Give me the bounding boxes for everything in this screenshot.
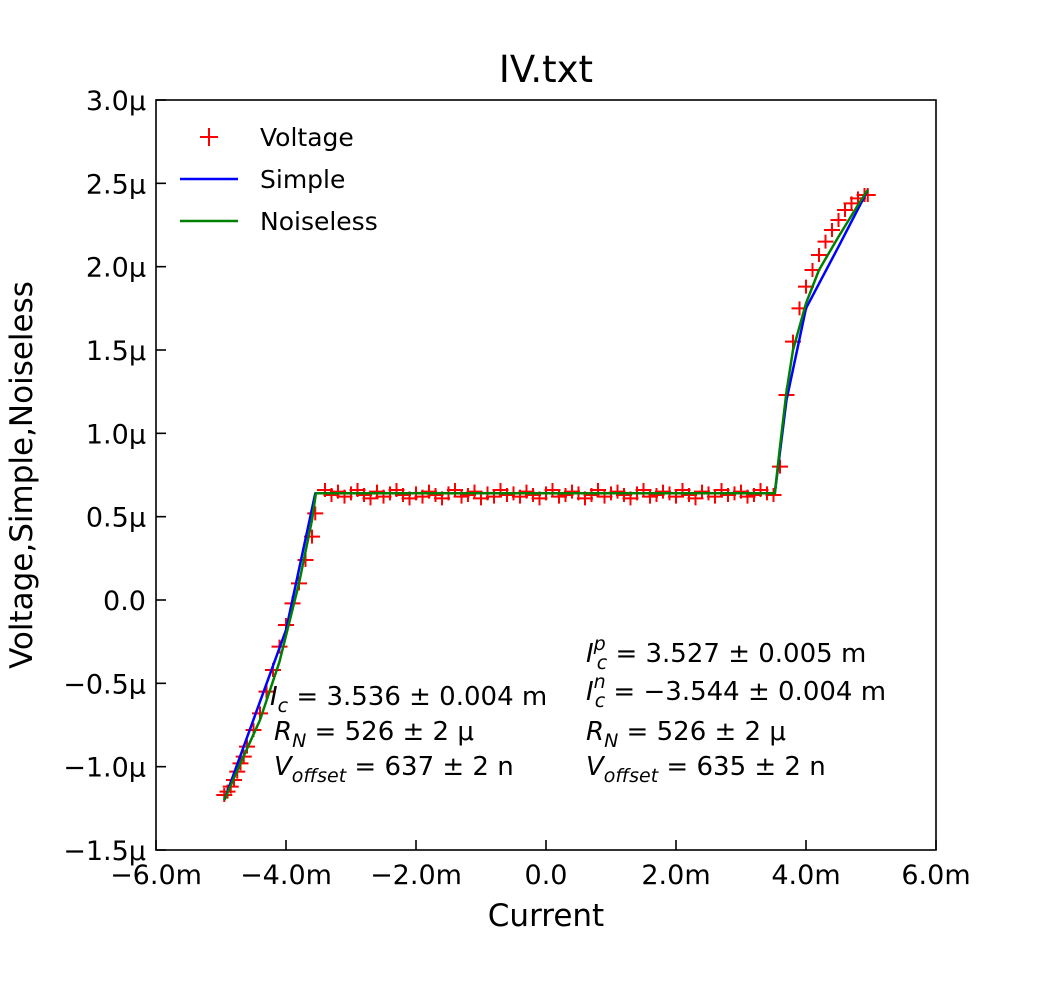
- voltage-point: [453, 489, 470, 504]
- x-tick-label: 2.0m: [641, 860, 710, 891]
- annotation-left-rn: RN = 526 ± 2 μ: [274, 717, 474, 752]
- voltage-point: [811, 248, 827, 262]
- voltage-point: [557, 488, 574, 502]
- y-tick-label: −0.5μ: [63, 669, 146, 700]
- voltage-point: [765, 488, 782, 502]
- voltage-point: [830, 213, 847, 227]
- annotation-left-ic: Ic = 3.536 ± 0.004 m: [270, 682, 547, 717]
- voltage-point: [707, 489, 723, 504]
- voltage-point: [336, 489, 353, 504]
- x-tick-label: −2.0m: [370, 860, 462, 891]
- legend-marker-voltage: [200, 128, 218, 146]
- y-axis: −1.5μ −1.0μ −0.5μ 0.0 0.5μ 1.0μ 1.5μ 2.0μ 2.5μ 3.…: [63, 86, 166, 867]
- x-tick-label: 6.0m: [901, 860, 970, 891]
- annotation-right-icp: Ip c = 3.527 ± 0.005 m: [586, 633, 866, 674]
- y-tick-label: 1.0μ: [86, 419, 146, 450]
- legend-label-simple: Simple: [260, 165, 345, 194]
- voltage-point: [635, 483, 652, 497]
- x-tick-label: 4.0m: [771, 860, 840, 891]
- voltage-point: [375, 489, 392, 504]
- voltage-point: [681, 488, 697, 502]
- x-axis: −6.0m −4.0m −2.0m 0.0 2.0m 4.0m 6.0m: [110, 840, 971, 891]
- annotation-right: Ip c = 3.527 ± 0.005 m In c = −3.544 ± 0.0…: [586, 633, 886, 787]
- annotation-right-voffset: Voffset = 635 ± 2 n: [586, 752, 826, 787]
- voltage-point: [460, 488, 476, 502]
- voltage-point: [720, 488, 736, 502]
- voltage-point: [544, 483, 561, 497]
- voltage-point: [596, 489, 613, 504]
- voltage-point: [323, 488, 340, 502]
- plot-area: [216, 188, 876, 802]
- voltage-point: [486, 489, 502, 504]
- legend-label-noiseless: Noiseless: [260, 207, 378, 236]
- y-tick-label: −1.5μ: [63, 836, 146, 867]
- voltage-point: [616, 488, 632, 502]
- voltage-point: [668, 489, 684, 504]
- annotation-left: Ic = 3.536 ± 0.004 m RN = 526 ± 2 μ Voff…: [270, 682, 547, 787]
- chart-title: IV.txt: [499, 48, 593, 91]
- y-tick-label: 0.5μ: [86, 503, 146, 534]
- voltage-point: [518, 484, 535, 499]
- voltage-point: [837, 203, 853, 217]
- legend-label-voltage: Voltage: [260, 123, 354, 152]
- voltage-point: [421, 484, 437, 499]
- x-axis-title: Current: [488, 898, 604, 934]
- voltage-point: [609, 484, 626, 499]
- voltage-point: [525, 488, 541, 502]
- y-tick-label: −1.0μ: [63, 753, 146, 784]
- voltage-point: [499, 488, 515, 502]
- voltage-point: [772, 459, 788, 474]
- voltage-point: [447, 483, 463, 497]
- voltage-point: [427, 488, 444, 502]
- voltage-point: [466, 484, 483, 499]
- voltage-point: [694, 484, 710, 499]
- voltage-point: [739, 489, 756, 504]
- y-axis-title: Voltage,Simple,Noiseless: [4, 281, 40, 669]
- y-tick-label: 1.5μ: [86, 336, 146, 367]
- voltage-point: [752, 483, 769, 497]
- y-tick-label: 0.0: [103, 586, 146, 617]
- voltage-point: [590, 483, 606, 497]
- x-tick-label: −6.0m: [110, 860, 202, 891]
- voltage-point: [395, 488, 411, 502]
- x-tick-label: −4.0m: [240, 860, 332, 891]
- x-tick-label: 0.0: [525, 860, 568, 891]
- y-tick-label: 2.0μ: [86, 253, 146, 284]
- voltage-point: [551, 489, 567, 504]
- voltage-point: [824, 223, 840, 237]
- voltage-point: [817, 234, 834, 249]
- annotation-left-voffset: Voffset = 637 ± 2 n: [274, 752, 514, 787]
- voltage-point: [648, 488, 665, 502]
- voltage-point: [564, 484, 580, 499]
- y-tick-label: 2.5μ: [86, 169, 146, 200]
- legend: Voltage Simple Noiseless: [180, 123, 378, 236]
- annotation-right-rn: RN = 526 ± 2 μ: [586, 717, 786, 752]
- series-noiseless-line: [223, 189, 869, 801]
- annotation-right-icn: In c = −3.544 ± 0.004 m: [586, 671, 886, 712]
- voltage-point: [655, 484, 671, 499]
- voltage-point: [642, 489, 658, 504]
- y-tick-label: 3.0μ: [86, 86, 146, 117]
- voltage-point: [356, 488, 372, 502]
